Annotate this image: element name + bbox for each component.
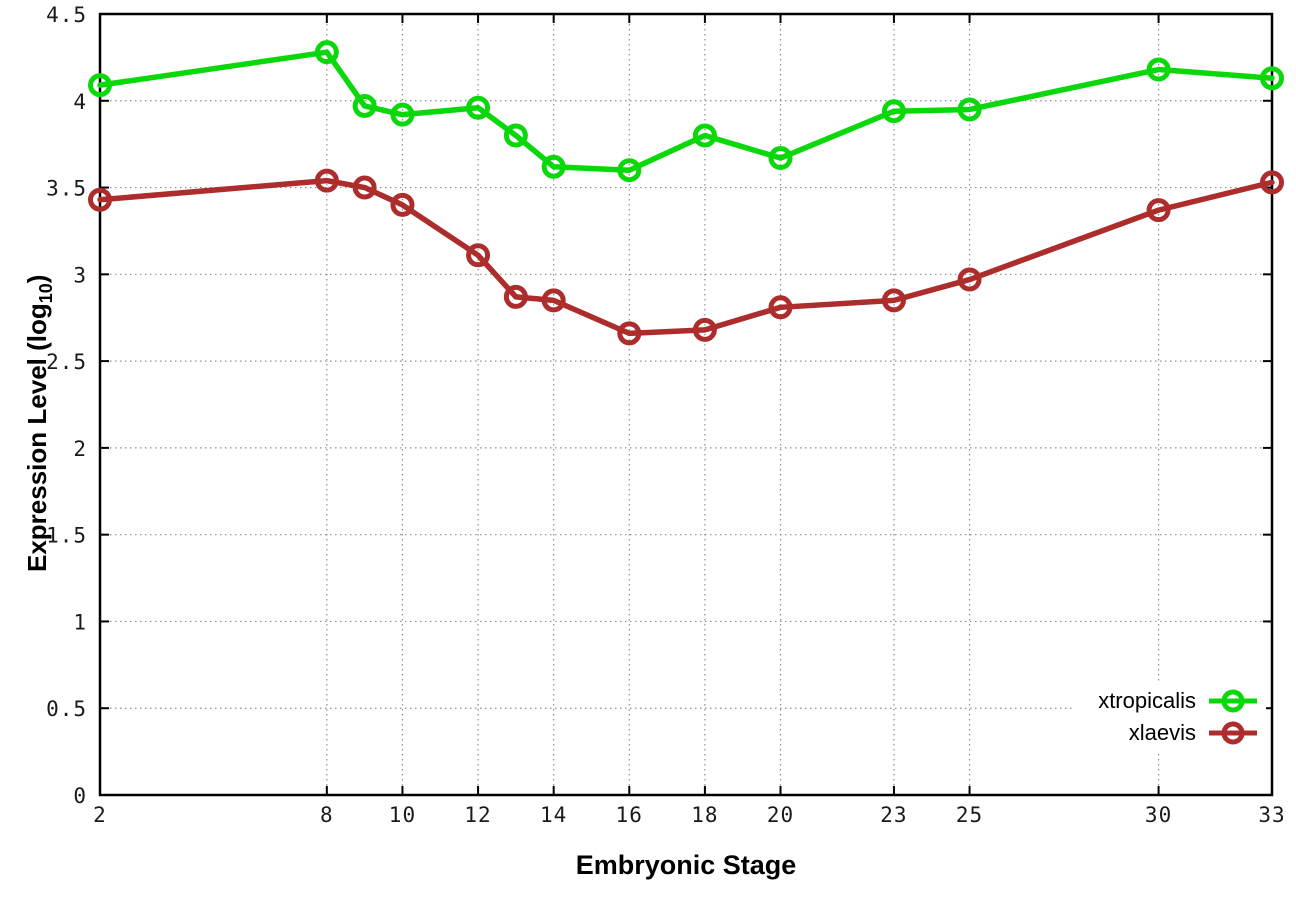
y-tick-label: 4 — [73, 90, 87, 114]
legend-marker-xtropicalis — [1209, 689, 1257, 713]
legend-label-xlaevis: xlaevis — [1128, 720, 1196, 745]
y-tick-label: 3.5 — [46, 177, 87, 201]
data-point-xlaevis — [957, 267, 982, 292]
data-point-xtropicalis — [541, 154, 566, 179]
x-tick-label: 18 — [691, 803, 718, 827]
data-point-xtropicalis — [503, 123, 528, 148]
data-point-xtropicalis — [768, 146, 793, 171]
y-tick-label: 0.5 — [46, 697, 87, 721]
y-axis-title-text: Expression Level (log — [22, 303, 52, 572]
x-tick-label: 8 — [320, 803, 334, 827]
data-point-xtropicalis — [881, 99, 906, 124]
y-axis-title: Expression Level (log10) — [22, 275, 57, 572]
data-point-xtropicalis — [1260, 66, 1284, 91]
data-point-xtropicalis — [390, 102, 415, 127]
y-tick-label: 0 — [73, 784, 87, 808]
data-point-xlaevis — [88, 187, 112, 212]
y-axis-title-suffix: ) — [22, 274, 52, 284]
x-tick-label: 10 — [389, 803, 416, 827]
plot-border — [98, 12, 1274, 797]
data-point-xtropicalis — [88, 73, 112, 98]
data-point-xlaevis — [881, 288, 906, 313]
x-tick-label: 30 — [1145, 803, 1172, 827]
legend: xtropicalis xlaevis — [1072, 683, 1266, 751]
x-tick-label: 33 — [1258, 803, 1285, 827]
series-line-xlaevis — [97, 177, 1275, 337]
y-axis-title-subscript: 10 — [36, 283, 56, 304]
x-tick-label: 16 — [616, 803, 643, 827]
legend-label-xtropicalis: xtropicalis — [1098, 688, 1196, 713]
data-point-xlaevis — [541, 288, 566, 313]
data-point-xlaevis — [1146, 198, 1171, 223]
data-point-xlaevis — [352, 175, 377, 200]
x-tick-label: 12 — [464, 803, 491, 827]
data-point-xtropicalis — [466, 95, 491, 120]
y-tick-label: 1 — [73, 610, 87, 634]
y-tick-label: 3 — [73, 263, 87, 287]
data-point-xlaevis — [503, 284, 528, 309]
legend-entry-xtropicalis: xtropicalis — [1098, 685, 1260, 717]
data-point-xlaevis — [466, 243, 491, 268]
x-tick-label: 14 — [540, 803, 567, 827]
y-tick-label: 1.5 — [46, 524, 87, 548]
x-tick-label: 25 — [956, 803, 983, 827]
data-point-xtropicalis — [1146, 57, 1171, 82]
data-point-xlaevis — [390, 192, 415, 217]
x-tick-label: 20 — [767, 803, 794, 827]
x-tick-label: 23 — [880, 803, 907, 827]
data-point-xtropicalis — [957, 97, 982, 122]
x-tick-label: 2 — [93, 803, 107, 827]
data-point-xtropicalis — [692, 123, 717, 148]
series-line-xtropicalis — [97, 49, 1275, 173]
y-tick-label: 4.5 — [46, 3, 87, 27]
data-point-xlaevis — [617, 321, 642, 346]
y-tick-label: 2.5 — [46, 350, 87, 374]
legend-marker-xlaevis — [1209, 721, 1257, 745]
y-tick-label: 2 — [73, 437, 87, 461]
data-point-xlaevis — [692, 317, 717, 342]
data-point-xtropicalis — [352, 93, 377, 118]
data-point-xlaevis — [1260, 170, 1284, 195]
data-point-xlaevis — [314, 168, 339, 193]
data-point-xlaevis — [768, 295, 793, 320]
x-axis-title: Embryonic Stage — [575, 850, 797, 880]
data-point-xtropicalis — [314, 40, 339, 65]
data-point-xtropicalis — [617, 158, 642, 183]
legend-entry-xlaevis: xlaevis — [1098, 717, 1260, 749]
